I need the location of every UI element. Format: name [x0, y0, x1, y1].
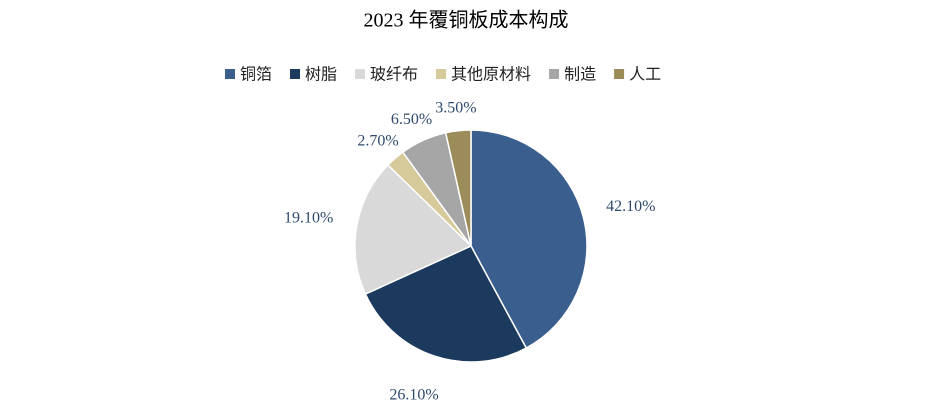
- legend-label: 制造: [564, 65, 596, 84]
- data-label: 3.50%: [435, 100, 476, 117]
- data-label: 26.10%: [389, 386, 438, 403]
- legend-swatch: [436, 69, 447, 79]
- pie-slice: [364, 245, 528, 363]
- data-label: 2.70%: [357, 132, 398, 149]
- pie-slice: [470, 129, 588, 350]
- chart-title: 2023 年覆铜板成本构成: [364, 9, 569, 32]
- legend-label: 人工: [629, 65, 661, 84]
- data-label: 19.10%: [284, 210, 333, 227]
- pie-slice: [354, 163, 473, 296]
- legend-label: 铜箔: [240, 65, 272, 84]
- legend-label: 树脂: [305, 65, 337, 84]
- legend-swatch: [290, 69, 301, 79]
- legend-swatch: [549, 69, 560, 79]
- legend-label: 其他原材料: [451, 65, 531, 84]
- legend-label: 玻纤布: [370, 65, 418, 84]
- data-label: 42.10%: [606, 198, 655, 215]
- pie-slice: [444, 129, 472, 247]
- legend-swatch: [614, 69, 625, 79]
- data-label: 6.50%: [391, 111, 432, 128]
- legend-swatch: [225, 69, 235, 79]
- legend-swatch: [355, 69, 366, 79]
